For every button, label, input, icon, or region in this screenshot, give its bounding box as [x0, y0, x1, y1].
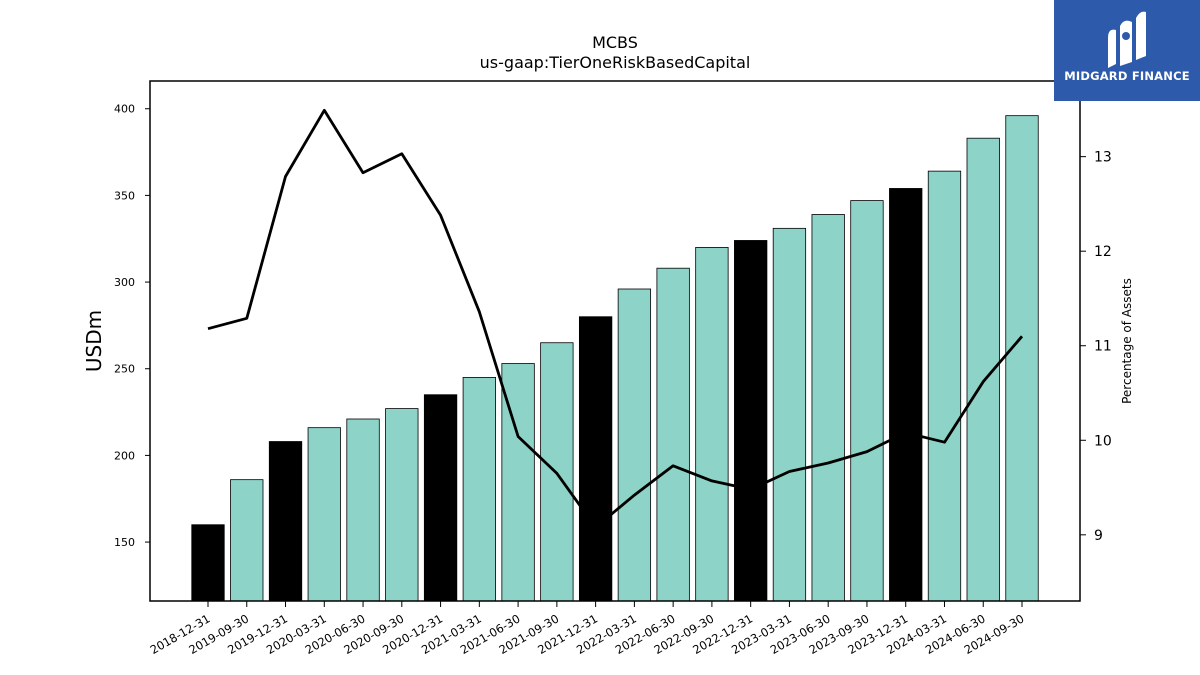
- bar-2022-09-30: [695, 246, 729, 602]
- y-left-tick-label-350: 350: [114, 189, 135, 202]
- bar-2024-09-30: [1005, 115, 1039, 602]
- y-right-tick-label-10: 10: [1094, 433, 1112, 449]
- bar-2024-03-31: [927, 170, 962, 602]
- bar-2020-03-31: [307, 427, 341, 602]
- chart-subtitle: us-gaap:TierOneRiskBasedCapital: [480, 53, 751, 72]
- plot-frame: [149, 80, 1081, 602]
- y-right-tick-label-9: 9: [1094, 528, 1103, 544]
- bar-2022-12-31: [734, 240, 768, 602]
- bar-2022-06-30: [656, 267, 690, 602]
- line-group: [207, 108, 1024, 529]
- bar-2022-03-31: [617, 288, 652, 602]
- y-right-tick-label-12: 12: [1094, 244, 1112, 260]
- bar-2020-09-30: [385, 408, 419, 602]
- bar-2020-12-31: [423, 394, 458, 602]
- y-axis-label-right: Percentage of Assets: [1120, 278, 1134, 404]
- bar-2023-09-30: [850, 200, 884, 602]
- bar-2018-12-31: [191, 524, 225, 602]
- midgard-finance-logo: MIDGARD FINANCE: [1054, 0, 1200, 101]
- y-left-tick-label-400: 400: [114, 103, 135, 116]
- midgard-logo-icon: [1108, 11, 1146, 68]
- y-left-tick-label-250: 250: [114, 363, 135, 376]
- bar-2023-12-31: [889, 188, 923, 602]
- bar-2021-03-31: [462, 376, 496, 602]
- bar-2019-12-31: [268, 441, 303, 602]
- y-left-tick-label-150: 150: [114, 536, 135, 549]
- bar-2021-12-31: [578, 316, 613, 602]
- bar-2023-06-30: [811, 214, 845, 602]
- bar-2020-06-30: [346, 418, 380, 602]
- y-left-tick-label-300: 300: [114, 276, 135, 289]
- y-left-tick-label-200: 200: [114, 449, 135, 462]
- y-right-tick-label-13: 13: [1094, 150, 1112, 166]
- series-line: [207, 108, 1024, 529]
- bar-2019-09-30: [230, 479, 264, 602]
- y-right-tick-label-11: 11: [1094, 339, 1112, 355]
- bars-group: [191, 115, 1039, 602]
- chart-title: MCBS: [592, 33, 638, 52]
- y-axis-label-left: USDm: [82, 310, 106, 372]
- bar-2023-03-31: [772, 227, 807, 602]
- logo-text: MIDGARD FINANCE: [1064, 69, 1190, 83]
- axes-group: 1502002503003504009101112132018-12-31201…: [114, 103, 1112, 657]
